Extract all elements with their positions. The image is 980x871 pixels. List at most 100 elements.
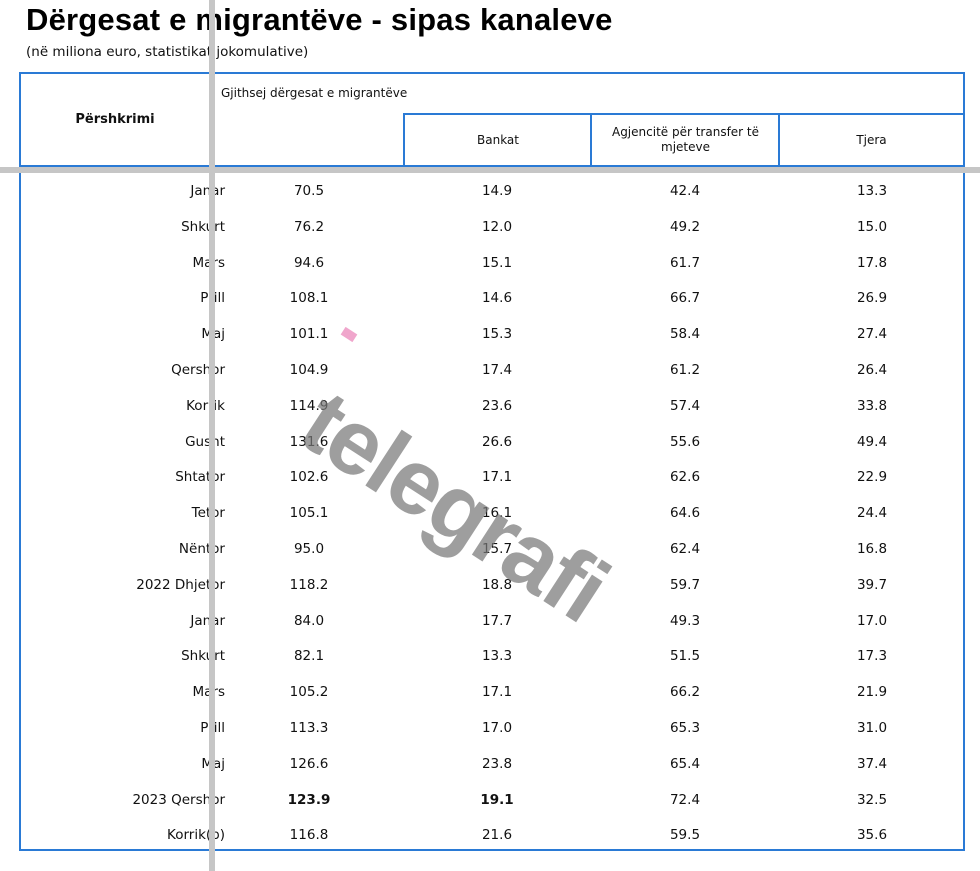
table-body: Janar 70.5 14.9 42.4 13.3 Shkurt 76.2 12.0 49.2 1…	[21, 174, 963, 854]
cell-other: 35.6	[856, 827, 888, 844]
table-row: Mars 94.6 15.1 61.7 17.8	[21, 246, 963, 282]
cell-agencies: 49.2	[669, 218, 701, 235]
cell-agencies: 58.4	[669, 326, 701, 343]
horizontal-guide-line	[0, 167, 980, 173]
cell-agencies: 65.4	[669, 755, 701, 772]
cell-other: 37.4	[856, 755, 888, 772]
cell-banks: 19.1	[480, 791, 514, 808]
cell-agencies: 57.4	[669, 397, 701, 414]
cell-other: 32.5	[856, 791, 888, 808]
cell-banks: 15.3	[481, 326, 513, 343]
cell-other: 21.9	[856, 684, 888, 701]
table-row: Shkurt 76.2 12.0 49.2 15.0	[21, 210, 963, 246]
cell-total: 113.3	[289, 719, 329, 736]
cell-other: 27.4	[856, 326, 888, 343]
row-label: Janar	[190, 183, 225, 199]
cell-total: 102.6	[289, 469, 329, 486]
table-row: Mars 105.2 17.1 66.2 21.9	[21, 675, 963, 711]
cell-other: 33.8	[856, 397, 888, 414]
cell-banks: 17.0	[481, 719, 513, 736]
cell-agencies: 72.4	[669, 791, 701, 808]
table-divider	[403, 113, 965, 115]
table-row: Maj101.115.358.427.4	[21, 317, 963, 353]
table-row: Shkurt 82.1 13.3 51.5 17.3	[21, 639, 963, 675]
table-row: Korrik(p) 116.8 21.6 59.5 35.6	[21, 818, 963, 854]
row-label: Korrik	[186, 397, 225, 414]
table-row: Maj126.623.865.437.4	[21, 747, 963, 783]
cell-banks: 12.0	[481, 218, 513, 235]
cell-other: 31.0	[856, 719, 888, 736]
cell-other: 26.9	[856, 290, 888, 307]
cell-agencies: 66.2	[669, 684, 701, 701]
cell-agencies: 59.5	[669, 827, 701, 844]
row-label: Shtator	[175, 469, 225, 486]
cell-banks: 14.6	[481, 290, 513, 307]
cell-agencies: 64.6	[669, 505, 701, 522]
cell-banks: 26.6	[481, 433, 513, 450]
cell-total: 101.1	[289, 326, 329, 343]
cell-other: 24.4	[856, 505, 888, 522]
page-subtitle: (në miliona euro, statistikat jokomulati…	[26, 44, 309, 60]
cell-total: 70.5	[293, 183, 325, 199]
cell-banks: 15.7	[481, 540, 513, 557]
cell-banks: 15.1	[481, 254, 513, 271]
table-row: Nëntor 95.0 15.7 62.4 16.8	[21, 532, 963, 568]
cell-other: 15.0	[856, 218, 888, 235]
table-divider	[211, 165, 965, 167]
cell-other: 26.4	[856, 361, 888, 378]
header-total-group: Gjithsej dërgesat e migrantëve	[221, 86, 408, 100]
cell-other: 39.7	[856, 576, 888, 593]
cell-total: 76.2	[293, 218, 325, 235]
cell-total: 104.9	[289, 361, 329, 378]
row-label: 2022 Dhjetor	[136, 576, 225, 593]
row-label: Mars	[192, 255, 225, 271]
cell-banks: 21.6	[481, 827, 513, 844]
cell-total: 84.0	[293, 612, 325, 629]
header-agencies: Agjencitë për transfer të mjeteve	[590, 113, 779, 167]
cell-other: 16.8	[856, 540, 888, 557]
row-label: Korrik(p)	[167, 827, 225, 844]
cell-total: 126.6	[289, 755, 329, 772]
cell-agencies: 61.7	[669, 254, 701, 271]
row-label: Shkurt	[181, 218, 225, 235]
cell-agencies: 62.6	[669, 469, 701, 486]
header-description: Përshkrimi	[19, 72, 211, 167]
cell-banks: 23.8	[481, 755, 513, 772]
row-label: Gusht	[185, 433, 225, 450]
cell-agencies: 66.7	[669, 290, 701, 307]
cell-total: 105.1	[289, 505, 329, 522]
cell-total: 114.9	[289, 397, 329, 414]
table-row: Janar 70.5 14.9 42.4 13.3	[21, 174, 963, 210]
cell-banks: 17.1	[481, 684, 513, 701]
cell-total: 95.0	[293, 540, 325, 557]
cell-other: 49.4	[856, 433, 888, 450]
cell-banks: 17.7	[481, 612, 513, 629]
table-row: Janar 84.0 17.7 49.3 17.0	[21, 604, 963, 640]
row-label: Mars	[192, 684, 225, 700]
cell-total: 123.9	[287, 791, 331, 808]
table-row: Korrik 114.9 23.6 57.4 33.8	[21, 389, 963, 425]
table-row: Gusht 131.6 26.6 55.6 49.4	[21, 425, 963, 461]
row-label: Janar	[190, 612, 225, 629]
cell-other: 13.3	[856, 183, 888, 199]
cell-agencies: 61.2	[669, 361, 701, 378]
row-label: 2023 Qershor	[132, 791, 225, 808]
cell-banks: 17.4	[481, 361, 513, 378]
row-label: Nëntor	[178, 540, 225, 557]
table-row: Prill108.114.666.726.9	[21, 281, 963, 317]
cell-total: 118.2	[289, 576, 329, 593]
cell-total: 105.2	[289, 684, 329, 701]
cell-banks: 16.1	[481, 505, 513, 522]
cell-banks: 14.9	[481, 183, 513, 199]
row-label: Tetor	[192, 505, 225, 521]
cell-total: 94.6	[293, 254, 325, 271]
table-row: 2022 Dhjetor 118.2 18.8 59.7 39.7	[21, 568, 963, 604]
cell-other: 17.3	[856, 648, 888, 665]
cell-banks: 23.6	[481, 397, 513, 414]
cell-other: 17.0	[856, 612, 888, 629]
cell-total: 82.1	[293, 648, 325, 665]
cell-agencies: 62.4	[669, 540, 701, 557]
header-other: Tjera	[778, 113, 965, 167]
cell-agencies: 42.4	[669, 183, 701, 199]
table-row: 2023 Qershor 123.9 19.1 72.4 32.5	[21, 783, 963, 819]
